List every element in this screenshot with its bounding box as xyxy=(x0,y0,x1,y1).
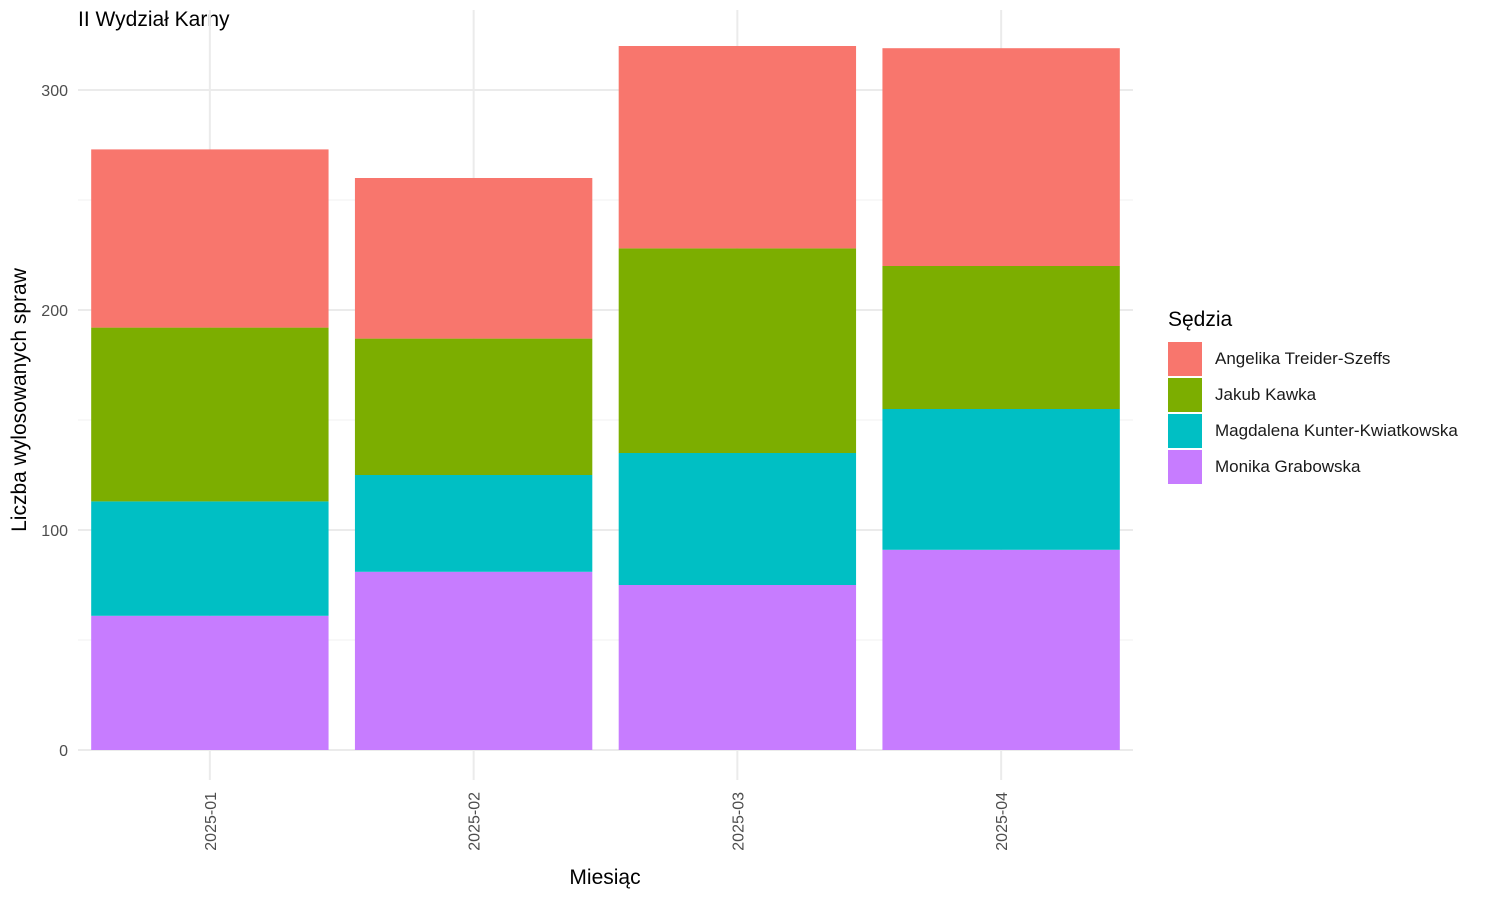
legend-swatch xyxy=(1168,414,1202,448)
legend-label: Monika Grabowska xyxy=(1215,457,1361,476)
legend-item: Angelika Treider-Szeffs xyxy=(1168,341,1458,377)
legend-swatch xyxy=(1168,342,1202,376)
x-tick-label: 2025-04 xyxy=(994,792,1011,851)
x-tick-label: 2025-03 xyxy=(730,792,747,851)
bar-segment xyxy=(354,475,593,572)
legend-label: Angelika Treider-Szeffs xyxy=(1215,349,1391,368)
legend-item: Monika Grabowska xyxy=(1168,449,1458,485)
legend-label: Magdalena Kunter-Kwiatkowska xyxy=(1215,421,1458,440)
legend-title: Sędzia xyxy=(1168,308,1233,331)
y-tick-label: 300 xyxy=(41,83,68,100)
bar-segment xyxy=(882,409,1120,550)
bar-segment xyxy=(618,585,857,750)
bar-segment xyxy=(882,48,1120,267)
x-axis-title: Miesiąc xyxy=(569,866,641,889)
x-tick-label: 2025-02 xyxy=(467,792,484,851)
y-axis-title: Liczba wylosowanych spraw xyxy=(8,268,31,532)
bar-segment xyxy=(354,338,593,475)
legend-item: Magdalena Kunter-Kwiatkowska xyxy=(1168,413,1458,449)
legend-item: Jakub Kawka xyxy=(1168,377,1458,413)
bar-segment xyxy=(91,149,329,328)
x-tick-label: 2025-01 xyxy=(203,792,220,851)
bar-segment xyxy=(91,327,329,502)
bar-segment xyxy=(618,453,857,585)
bar-segment xyxy=(882,549,1120,750)
legend-swatch xyxy=(1168,378,1202,412)
legend: Sędzia Angelika Treider-Szeffs Jakub Kawk… xyxy=(1168,308,1458,485)
y-tick-label: 0 xyxy=(59,743,68,760)
legend-label: Jakub Kawka xyxy=(1215,385,1317,404)
bar-segment xyxy=(882,266,1120,409)
bars xyxy=(91,46,1120,750)
bar-segment xyxy=(618,248,857,453)
y-tick-label: 100 xyxy=(41,523,68,540)
bar-segment xyxy=(354,178,593,339)
legend-swatch xyxy=(1168,450,1202,484)
axis-ticks: 0 100 200 300 2025-01 2025-02 2025-03 2025-04 xyxy=(41,83,1011,851)
chart-title: II Wydział Karny xyxy=(78,8,230,31)
bar-segment xyxy=(354,571,593,750)
bar-segment xyxy=(618,46,857,249)
bar-segment xyxy=(91,501,329,616)
bar-segment xyxy=(91,615,329,750)
y-tick-label: 200 xyxy=(41,303,68,320)
